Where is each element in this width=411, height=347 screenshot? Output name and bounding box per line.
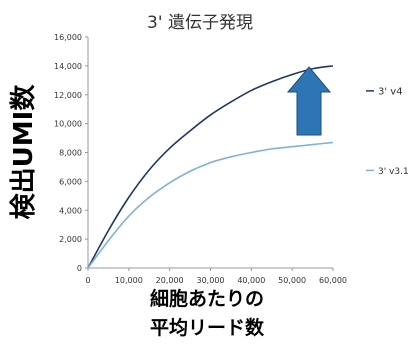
legend: 3' v4 3' v3.1 [366,86,409,177]
x-tick-label: 40,000 [237,276,265,285]
x-tick-label: 50,000 [278,276,306,285]
increase-arrow-icon [286,66,332,136]
y-tick-label: 12,000 [54,91,82,100]
legend-label-v3-1: 3' v3.1 [378,167,409,177]
y-tick-label: 4,000 [59,206,82,215]
series-line-v3-1 [87,141,334,269]
x-axis-title-line-2: 平均リード数 [150,316,265,339]
x-tick-label: 20,000 [156,276,184,285]
x-tick-label: 60,000 [319,276,347,285]
chart-title: 3' 遺伝子発現 [147,13,253,33]
y-axis-title: 検出UMI数 [9,84,39,220]
y-tick-label: 14,000 [54,62,82,71]
y-tick-label: 0 [77,264,82,273]
x-tick-label: 30,000 [197,276,225,285]
legend-label-v4: 3' v4 [378,86,403,97]
axes [85,36,334,271]
series-line-v4 [87,65,334,269]
x-tick-label: 0 [85,276,90,285]
annotation-layer [286,66,332,136]
y-tick-label: 2,000 [59,235,82,244]
x-axis-title-line-1: 細胞あたりの [150,287,264,310]
tick-labels: 0 2,000 4,000 6,000 8,000 10,000 12,000 14,000 1… [54,33,347,285]
series-lines [87,65,334,269]
y-tick-label: 6,000 [59,177,82,186]
y-tick-label: 16,000 [54,33,82,42]
y-tick-label: 10,000 [54,120,82,129]
x-tick-label: 10,000 [115,276,143,285]
y-tick-label: 8,000 [59,149,82,158]
